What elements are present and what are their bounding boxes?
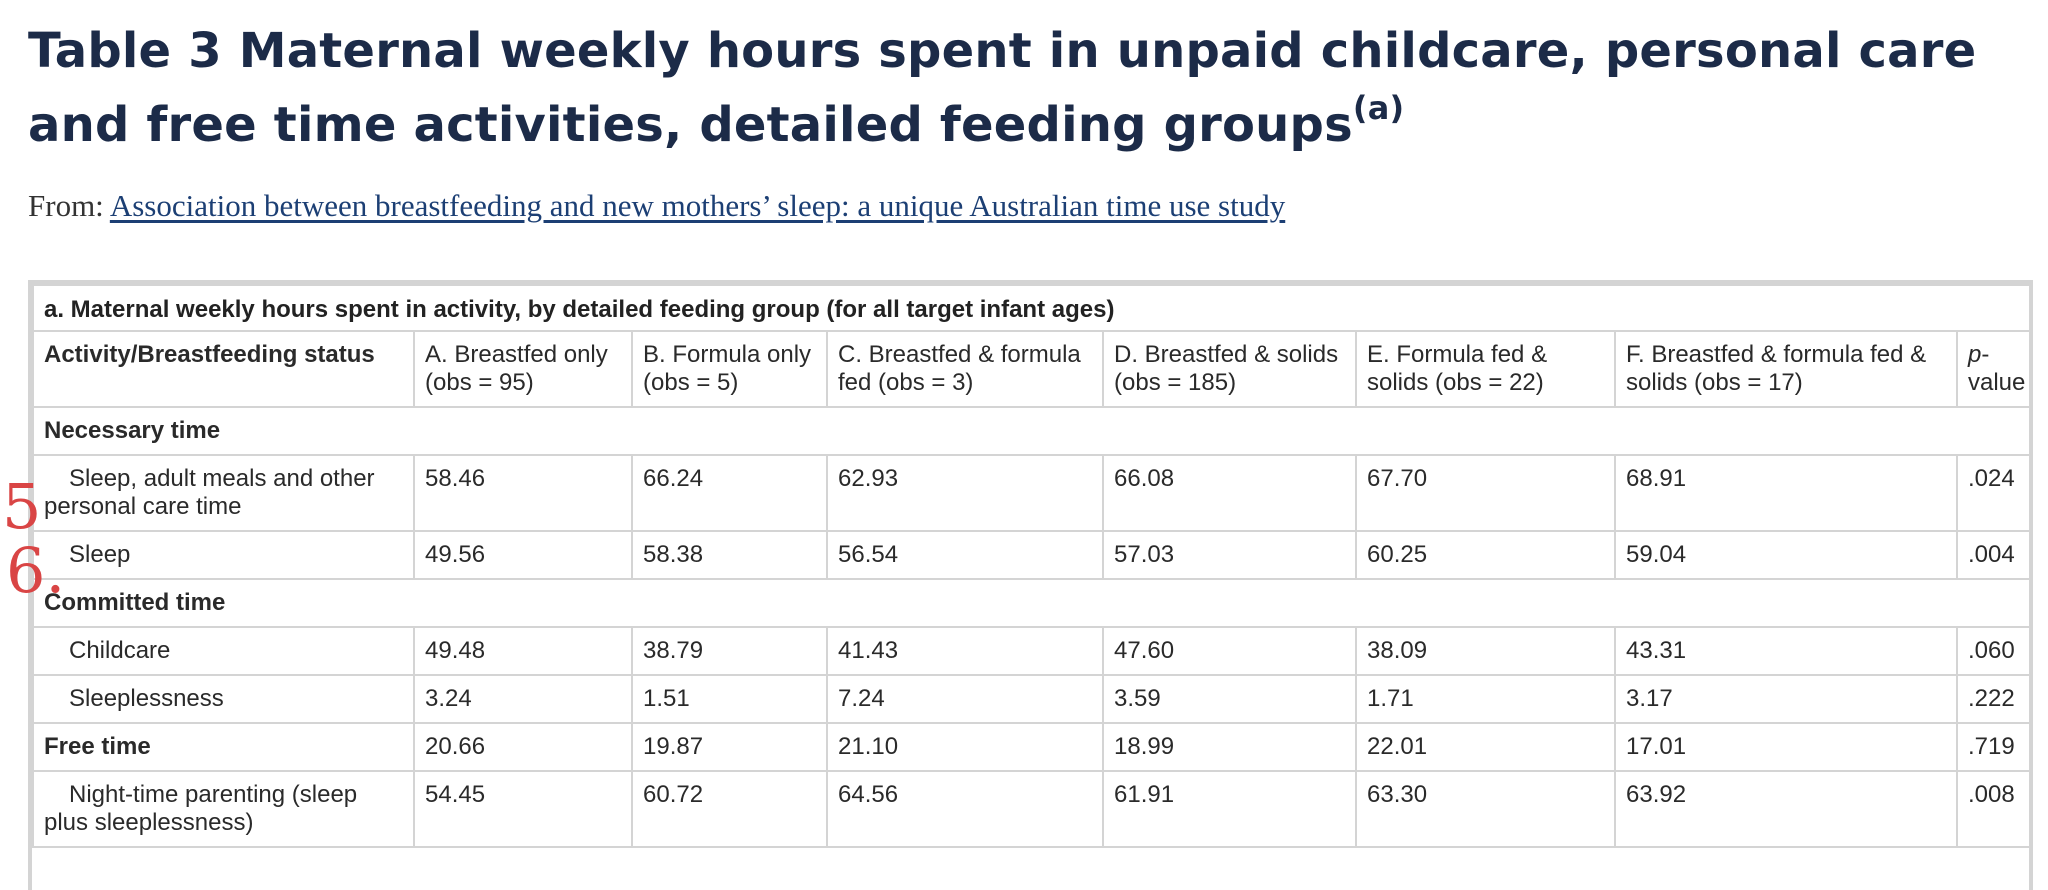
value-cell: 56.54 — [826, 530, 1104, 580]
value-cell: 17.01 — [1614, 722, 1958, 772]
value-cell: 58.46 — [413, 454, 633, 532]
value-cell: 66.08 — [1102, 454, 1357, 532]
value-cell: 64.56 — [826, 770, 1104, 848]
row-label: Night-time parenting (sleep plus sleeple… — [32, 770, 415, 848]
p-value-cell: .222 — [1955, 674, 2029, 724]
value-cell: 41.43 — [826, 626, 1104, 676]
table-row: Childcare 49.48 38.79 41.43 47.60 38.09 43.31.… — [32, 626, 2029, 676]
value-cell: 62.93 — [826, 454, 1104, 532]
table-caption-row: a. Maternal weekly hours spent in activi… — [32, 284, 2029, 332]
p-value-rest: -value — [1968, 341, 2026, 396]
section-row: Necessary time — [32, 406, 2029, 456]
column-header: C. Breastfed & formula fed (obs = 3) — [826, 330, 1104, 408]
value-cell: 60.72 — [631, 770, 828, 848]
value-cell: 38.79 — [631, 626, 828, 676]
value-cell: 3.17 — [1614, 674, 1958, 724]
column-header-p-value: p-value — [1955, 330, 2029, 408]
value-cell: 1.51 — [631, 674, 828, 724]
value-cell: 54.45 — [413, 770, 633, 848]
data-table: a. Maternal weekly hours spent in activi… — [32, 284, 2029, 848]
table-header-row: Activity/Breastfeeding status A. Breastf… — [32, 330, 2029, 408]
value-cell: 19.87 — [631, 722, 828, 772]
value-cell: 43.31 — [1614, 626, 1958, 676]
table-caption: a. Maternal weekly hours spent in activi… — [32, 284, 2029, 332]
p-value-cell: .008 — [1955, 770, 2029, 848]
table-row: Sleep 49.56 58.38 56.54 57.03 60.25 59.04.004 — [32, 530, 2029, 580]
row-label: Sleep — [32, 530, 415, 580]
p-value-cell: .060 — [1955, 626, 2029, 676]
value-cell: 63.30 — [1355, 770, 1616, 848]
value-cell: 68.91 — [1614, 454, 1958, 532]
source-line: From: Association between breastfeeding … — [28, 188, 1285, 224]
handwritten-annotation-5: 5 — [2, 470, 42, 543]
column-header: D. Breastfed & solids (obs = 185) — [1102, 330, 1357, 408]
value-cell: 18.99 — [1102, 722, 1357, 772]
value-cell: 60.25 — [1355, 530, 1616, 580]
p-value-cell: .719 — [1955, 722, 2029, 772]
handwritten-annotation-6: 6. — [6, 534, 66, 607]
column-header: E. Formula fed & solids (obs = 22) — [1355, 330, 1616, 408]
source-label: From: — [28, 188, 110, 223]
p-value-cell: .024 — [1955, 454, 2029, 532]
value-cell: 3.59 — [1102, 674, 1357, 724]
value-cell: 67.70 — [1355, 454, 1616, 532]
source-article-link[interactable]: Association between breastfeeding and ne… — [109, 188, 1286, 223]
table-body: a. Maternal weekly hours spent in activi… — [32, 284, 2029, 848]
row-label: Sleep, adult meals and other personal ca… — [32, 454, 415, 532]
page-title-text: Table 3 Maternal weekly hours spent in u… — [28, 23, 1977, 153]
table-row: Night-time parenting (sleep plus sleeple… — [32, 770, 2029, 848]
value-cell: 1.71 — [1355, 674, 1616, 724]
column-header: A. Breastfed only (obs = 95) — [413, 330, 633, 408]
value-cell: 58.38 — [631, 530, 828, 580]
value-cell: 21.10 — [826, 722, 1104, 772]
table-row: Sleeplessness 3.24 1.51 7.24 3.59 1.71 3.17.22… — [32, 674, 2029, 724]
value-cell: 7.24 — [826, 674, 1104, 724]
value-cell: 3.24 — [413, 674, 633, 724]
section-row: Committed time — [32, 578, 2029, 628]
column-header: B. Formula only (obs = 5) — [631, 330, 828, 408]
value-cell: 57.03 — [1102, 530, 1357, 580]
section-label: Necessary time — [32, 406, 2029, 456]
column-header: Activity/Breastfeeding status — [32, 330, 415, 408]
column-header: F. Breastfed & formula fed & solids (obs… — [1614, 330, 1958, 408]
value-cell: 61.91 — [1102, 770, 1357, 848]
title-footnote-marker[interactable]: (a) — [1352, 89, 1405, 127]
value-cell: 22.01 — [1355, 722, 1616, 772]
p-value-cell: .004 — [1955, 530, 2029, 580]
value-cell: 49.48 — [413, 626, 633, 676]
section-label: Committed time — [32, 578, 2029, 628]
table-row: Free time 20.66 19.87 21.10 18.99 22.01 17.01.… — [32, 722, 2029, 772]
value-cell: 38.09 — [1355, 626, 1616, 676]
value-cell: 47.60 — [1102, 626, 1357, 676]
row-label: Sleeplessness — [32, 674, 415, 724]
value-cell: 20.66 — [413, 722, 633, 772]
row-label: Childcare — [32, 626, 415, 676]
value-cell: 63.92 — [1614, 770, 1958, 848]
value-cell: 66.24 — [631, 454, 828, 532]
value-cell: 59.04 — [1614, 530, 1958, 580]
row-label: Free time — [32, 722, 415, 772]
data-table-container: a. Maternal weekly hours spent in activi… — [28, 280, 2033, 890]
value-cell: 49.56 — [413, 530, 633, 580]
table-row: Sleep, adult meals and other personal ca… — [32, 454, 2029, 532]
p-value-italic: p — [1968, 341, 1982, 368]
page-title: Table 3 Maternal weekly hours spent in u… — [28, 14, 2038, 162]
